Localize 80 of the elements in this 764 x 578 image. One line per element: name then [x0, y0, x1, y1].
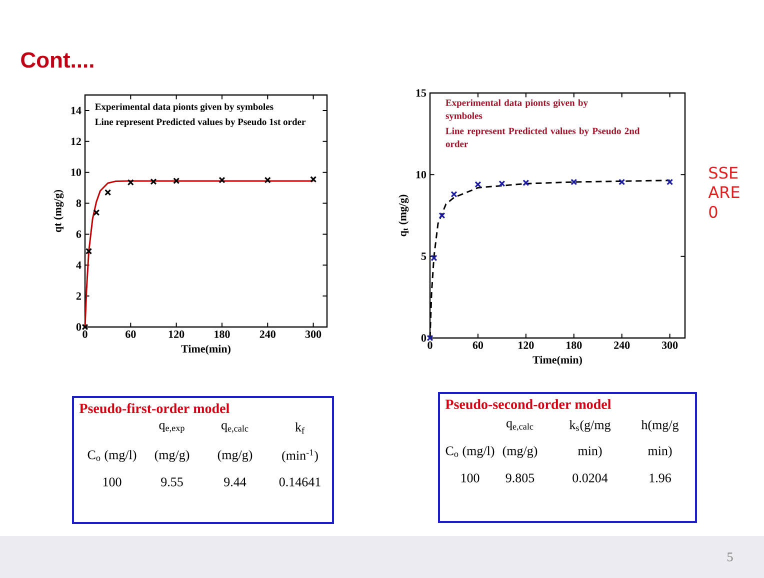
y-tick-label: 8	[76, 200, 82, 207]
text: 100	[461, 474, 480, 482]
point	[426, 334, 434, 342]
text: q$_{e,exp}$	[159, 422, 184, 433]
point	[474, 181, 482, 188]
point	[618, 178, 626, 186]
text: k$_{s}$(g/mg	[569, 420, 611, 432]
point	[86, 248, 92, 254]
annotation: Experimental data pionts given by symboles	[95, 103, 274, 112]
y-tick-label: 6	[76, 230, 82, 238]
x-tick-label: 60	[126, 330, 136, 338]
text: Pseudo-second-order model	[445, 399, 611, 410]
text: C$_{o}$ (mg/l)	[88, 450, 136, 462]
text: 5	[728, 552, 733, 562]
y-tick-label: 14	[71, 106, 82, 114]
y-tick-label: 15	[416, 89, 426, 97]
x-tick-label: 300	[662, 342, 678, 349]
point	[127, 179, 134, 186]
x-tick-label: 60	[472, 342, 484, 349]
annotation: Line represent Predicted values by Pseudo 1st order	[95, 118, 306, 128]
y-tick-label: 2	[76, 292, 81, 300]
x-tick-label: 240	[614, 342, 630, 349]
x-tick-label: 180	[566, 342, 582, 349]
point	[498, 180, 506, 187]
point	[93, 209, 100, 216]
text: min)	[578, 446, 602, 458]
x-tick-label: 120	[518, 342, 534, 349]
x-tick-label: 0	[428, 342, 432, 349]
point	[173, 178, 180, 184]
text: 9.805	[506, 474, 534, 482]
point	[150, 178, 157, 185]
y-tick-label: 5	[421, 252, 426, 260]
point	[450, 190, 458, 198]
chart-title: Cont....	[21, 52, 94, 68]
text: Pseudo-first-order model	[79, 403, 230, 414]
point	[104, 189, 112, 196]
text: q$_{e,calc}$	[221, 423, 248, 433]
text: C$_{o}$ (mg/l)	[446, 446, 494, 458]
x-tick-label: 0	[82, 330, 88, 338]
y-tick-label: 10	[416, 170, 426, 178]
text: (mg/g)	[502, 446, 538, 458]
text: 0	[709, 206, 718, 218]
text: k$_{f}$	[295, 422, 305, 434]
text: 0.0204	[572, 474, 608, 482]
point	[430, 254, 438, 262]
text: 0.14641	[279, 478, 320, 486]
text: 1.96	[650, 474, 671, 482]
annotation: Line represent Predicted values by Pseudo 2nd order	[446, 127, 640, 148]
y-tick-label: 12	[71, 138, 81, 146]
point	[218, 176, 226, 184]
point	[666, 178, 674, 186]
text: q$_{e,calc}$	[506, 421, 534, 431]
x-tick-label: 300	[305, 330, 322, 338]
y-axis-title: q$_{t}$ (mg/g)	[398, 194, 409, 236]
text: 9.55	[161, 478, 183, 486]
text: (mg/g)	[218, 450, 252, 462]
text: SSE	[709, 166, 738, 179]
x-axis-title: Time(min)	[181, 344, 230, 355]
point	[310, 176, 317, 183]
text: 100	[103, 478, 122, 486]
x-tick-label: 240	[260, 330, 276, 338]
text: ARE	[708, 186, 740, 198]
x-tick-label: 180	[214, 330, 230, 338]
y-tick-label: 10	[71, 168, 82, 176]
text: min)	[648, 446, 672, 458]
point	[522, 180, 530, 186]
text: 9.44	[224, 478, 246, 486]
text: (mg/g)	[154, 450, 190, 462]
line-series	[84, 180, 314, 328]
point	[264, 176, 271, 184]
text: h(mg/g	[641, 420, 679, 432]
annotation: Experimental data pionts given by symboles	[446, 99, 588, 121]
y-tick-label: 4	[76, 262, 82, 269]
y-axis-title: qt (mg/g)	[54, 190, 64, 232]
point	[438, 212, 446, 219]
x-axis-title: Time(min)	[532, 356, 582, 366]
point	[570, 178, 578, 186]
x-tick-label: 120	[168, 330, 184, 338]
y-tick-label: 0	[76, 323, 82, 331]
text: (min$^{-1}$)	[282, 449, 318, 463]
